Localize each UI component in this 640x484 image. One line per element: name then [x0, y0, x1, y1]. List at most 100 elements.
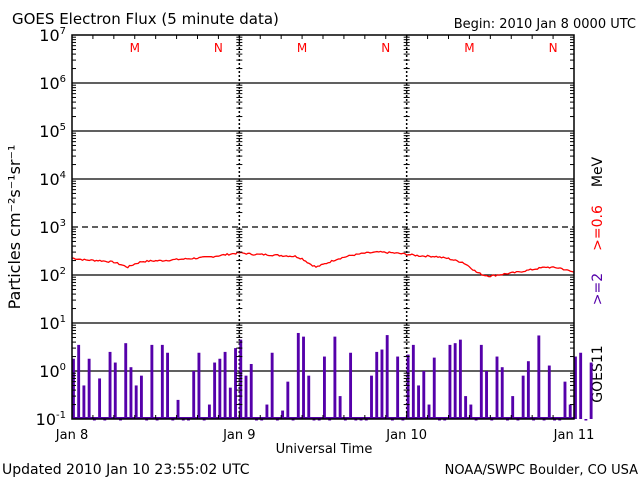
flux-bar-ge2mev	[150, 344, 154, 419]
flux-bar-ge2mev	[160, 344, 164, 419]
flux-bar-ge2mev	[249, 363, 253, 419]
flux-bar-ge2mev	[270, 352, 274, 419]
flux-bar-ge2mev	[124, 343, 128, 419]
local-time-marker: N	[381, 41, 390, 55]
flux-bar-ge2mev	[422, 371, 426, 419]
y-axis-label: Particles cm⁻²s⁻¹sr⁻¹	[5, 145, 24, 310]
flux-bar-ge2mev	[385, 335, 389, 419]
x-tick-label: Jan 11	[553, 428, 595, 443]
flux-bar-ge2mev	[584, 419, 588, 421]
flux-bar-ge2mev	[589, 362, 593, 419]
y-tick-label: 107	[39, 26, 66, 45]
footer-source: NOAA/SWPC Boulder, CO USA	[445, 463, 638, 478]
flux-bar-ge2mev	[281, 410, 285, 419]
flux-bar-ge2mev	[469, 404, 473, 419]
y-tick-label: 106	[39, 74, 66, 93]
flux-bar-ge2mev	[511, 396, 515, 419]
flux-bar-ge2mev	[406, 354, 410, 419]
flux-bar-ge2mev	[495, 356, 499, 419]
chart-title: GOES Electron Flux (5 minute data)	[12, 10, 279, 28]
flux-bar-ge2mev	[396, 356, 400, 419]
flux-bar-ge2mev	[207, 404, 211, 419]
y-tick-label: 103	[39, 218, 66, 237]
flux-bar-ge2mev	[485, 371, 488, 419]
flux-bar-ge2mev	[197, 352, 201, 419]
flux-bar-ge2mev	[547, 365, 551, 419]
flux-bar-ge2mev	[370, 375, 373, 419]
y-tick-label: 100	[39, 362, 66, 381]
flux-bar-ge2mev	[349, 352, 353, 419]
local-time-marker: N	[549, 41, 558, 55]
flux-bar-ge2mev	[448, 344, 452, 419]
unit-label: MeV	[590, 156, 606, 187]
flux-bar-ge2mev	[244, 375, 248, 419]
flux-bar-ge2mev	[134, 385, 138, 419]
right-labels: MeV >=0.6 >=2 GOES11	[590, 156, 606, 402]
flux-bar-ge2mev	[108, 351, 112, 419]
flux-bar-ge2mev	[228, 387, 232, 419]
flux-bar-ge2mev	[166, 352, 170, 419]
flux-bar-ge2mev	[479, 344, 483, 419]
x-tick-label: Jan 10	[385, 428, 427, 443]
flux-bar-ge2mev	[432, 357, 436, 419]
y-tick-label: 102	[39, 266, 66, 285]
y-tick-label: 104	[39, 170, 66, 189]
satellite-label: GOES11	[590, 345, 606, 402]
flux-bar-ge2mev	[139, 375, 143, 419]
flux-bar-ge2mev	[307, 375, 311, 419]
flux-bar-ge2mev	[521, 375, 525, 419]
flux-bar-ge2mev	[192, 371, 196, 419]
y-tick-label: 101	[39, 314, 66, 333]
flux-bar-ge2mev	[333, 336, 337, 419]
flux-bar-ge2mev	[526, 361, 530, 419]
flux-bar-ge2mev	[213, 362, 217, 419]
flux-bar-ge2mev	[574, 356, 577, 419]
flux-bar-ge2mev	[286, 381, 290, 419]
flux-bar-ge2mev	[239, 339, 243, 419]
flux-bar-ge2mev	[427, 404, 431, 419]
flux-bar-ge2mev	[87, 358, 91, 419]
flux-bar-ge2mev	[72, 358, 75, 419]
flux-bar-ge2mev	[129, 367, 133, 419]
flux-bar-ge2mev	[417, 385, 421, 419]
flux-bar-ge2mev	[411, 344, 415, 419]
flux-bar-ge2mev	[563, 381, 567, 419]
local-time-marker: N	[214, 41, 223, 55]
flux-bar-ge2mev	[302, 336, 305, 419]
flux-bar-ge2mev	[464, 396, 468, 419]
flux-bar-ge2mev	[98, 378, 102, 419]
begin-date: Begin: 2010 Jan 8 0000 UTC	[454, 17, 636, 32]
plot-frame	[71, 34, 575, 420]
flux-bar-ge2mev	[453, 343, 457, 419]
flux-bar-ge2mev	[113, 362, 117, 419]
x-axis-label: Universal Time	[276, 442, 373, 457]
flux-bar-ge2mev	[234, 348, 237, 419]
flux-bar-ge2mev	[296, 332, 300, 419]
flux-bar-ge2mev	[338, 396, 342, 419]
flux-bar-ge2mev	[568, 404, 572, 419]
footer-updated: Updated 2010 Jan 10 23:55:02 UTC	[2, 462, 250, 478]
flux-bar-ge2mev	[82, 385, 86, 419]
flux-bar-ge2mev	[579, 352, 583, 419]
series1-label: >=0.6	[590, 205, 606, 251]
flux-bar-ge2mev	[218, 358, 222, 419]
flux-bar-ge2mev	[500, 367, 504, 419]
y-tick-label: 105	[39, 122, 66, 141]
flux-bar-ge2mev	[380, 349, 384, 419]
y-tick-label: 10-1	[36, 410, 66, 429]
flux-bar-ge2mev	[537, 335, 541, 419]
flux-bar-ge2mev	[223, 351, 227, 419]
flux-line-ge06mev	[71, 250, 575, 278]
x-tick-label: Jan 9	[222, 428, 255, 443]
flux-bar-ge2mev	[458, 339, 462, 419]
local-time-marker: M	[464, 41, 474, 55]
local-time-marker: M	[130, 41, 140, 55]
flux-bar-ge2mev	[176, 399, 180, 419]
local-time-marker: M	[297, 41, 307, 55]
x-tick-label: Jan 8	[55, 428, 88, 443]
flux-bar-ge2mev	[265, 404, 269, 419]
series2-label: >=2	[590, 273, 606, 305]
flux-bar-ge2mev	[77, 344, 81, 419]
flux-bar-ge2mev	[323, 356, 326, 419]
